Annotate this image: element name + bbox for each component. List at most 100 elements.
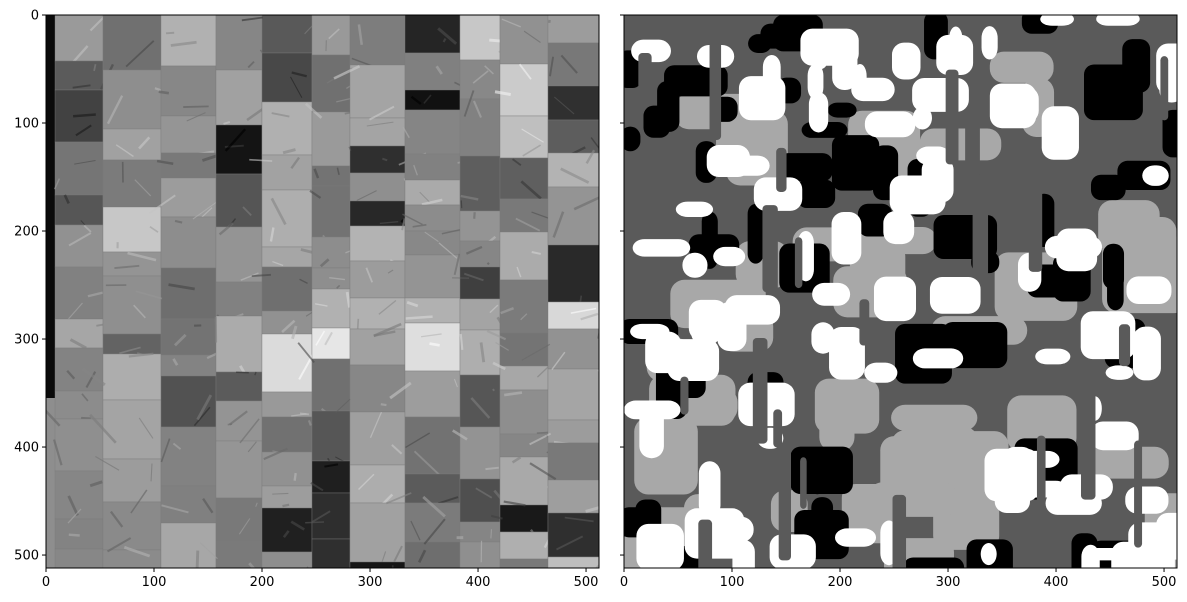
mosaic-texture-streak (315, 330, 326, 346)
mosaic-texture-streak (511, 456, 522, 464)
x-tick-label: 500 (574, 575, 599, 590)
mosaic-texture-streak (369, 411, 383, 438)
segment-region (636, 523, 684, 568)
mosaic-texture-streak (195, 550, 200, 568)
mosaic-patch (547, 42, 599, 87)
mosaic-texture-streak (336, 167, 340, 175)
segment-region (769, 534, 816, 568)
mosaic-texture-streak (127, 251, 157, 262)
mosaic-patch (349, 64, 406, 119)
segment-region (912, 106, 933, 130)
segment-region (704, 516, 754, 543)
mosaic-texture-streak (133, 304, 146, 319)
mosaic-texture-streak (328, 28, 340, 40)
mosaic-patch (311, 492, 351, 540)
mosaic-texture-streak (521, 343, 551, 361)
mosaic-texture-streak (53, 439, 63, 466)
mosaic-texture-streak (336, 97, 353, 103)
mosaic-texture-streak (272, 260, 284, 267)
mosaic-texture-streak (512, 158, 522, 167)
mosaic-texture-streak (391, 444, 403, 455)
segment-region (1162, 109, 1177, 158)
mosaic-texture-streak (93, 64, 97, 72)
mosaic-texture-streak (240, 272, 259, 281)
mosaic-patch (459, 478, 501, 523)
mosaic-patch (499, 531, 549, 560)
segment-region (632, 239, 691, 257)
mosaic-texture-streak (67, 495, 79, 516)
mosaic-texture-streak (424, 231, 439, 242)
mosaic-texture-streak (405, 315, 433, 320)
mosaic-patch (54, 390, 104, 420)
segment-region (827, 102, 857, 118)
mosaic-texture-streak (413, 164, 418, 176)
segment-region (1084, 547, 1125, 561)
mosaic-patch (404, 541, 461, 568)
segment-region (808, 92, 829, 133)
mosaic-texture-streak (324, 463, 339, 468)
mosaic-texture-streak (515, 217, 541, 232)
segment-region (1082, 446, 1169, 479)
mosaic-texture-streak (366, 121, 394, 127)
mosaic-texture-streak (490, 514, 503, 520)
mosaic-texture-streak (125, 40, 155, 68)
mosaic-texture-streak (272, 492, 289, 495)
mosaic-patch (547, 419, 599, 444)
mosaic-patch (215, 69, 263, 126)
mosaic-texture-streak (420, 333, 442, 338)
segment-region (1090, 174, 1126, 201)
segment-region (1134, 440, 1143, 548)
mosaic-patch (459, 98, 501, 157)
right-axes-frame (623, 14, 1178, 569)
mosaic-texture-streak (314, 303, 328, 307)
mosaic-texture-streak (385, 492, 412, 505)
segment-region (796, 179, 836, 208)
mosaic-patch (404, 89, 461, 111)
mosaic-texture-streak (228, 410, 248, 426)
mosaic-texture-streak (379, 221, 399, 225)
segment-region (1056, 228, 1098, 272)
segment-region (811, 322, 835, 354)
segment-region (989, 51, 1054, 83)
mosaic-texture-streak (238, 518, 251, 535)
mosaic-patch (349, 145, 406, 174)
mosaic-texture-streak (380, 403, 387, 407)
mosaic-texture-streak (518, 63, 532, 80)
mosaic-texture-streak (453, 378, 458, 388)
mosaic-patch (261, 310, 313, 335)
mosaic-texture-streak (556, 535, 584, 551)
segment-region (864, 362, 898, 383)
mosaic-texture-streak (290, 156, 301, 169)
mosaic-texture-streak (313, 168, 320, 179)
segment-region (698, 461, 721, 518)
mosaic-texture-streak (135, 290, 163, 300)
mosaic-texture-streak (138, 417, 154, 439)
mosaic-texture-streak (521, 128, 544, 143)
mosaic-patch (547, 479, 599, 514)
mosaic-texture-streak (282, 503, 290, 508)
mosaic-patch (349, 561, 406, 568)
mosaic-texture-streak (485, 466, 499, 471)
mosaic-patch (547, 85, 599, 121)
segment-region (753, 177, 803, 211)
segment-region (873, 276, 917, 322)
mosaic-patch (349, 464, 406, 504)
mosaic-patch (311, 54, 351, 113)
mosaic-patch (102, 501, 162, 551)
segment-region (912, 77, 969, 112)
segment-region (794, 237, 803, 289)
mosaic-patch (547, 186, 599, 246)
mosaic-texture-streak (282, 530, 290, 539)
segment-region (1074, 173, 1085, 211)
segment-region (945, 69, 959, 165)
mosaic-patch (311, 236, 351, 269)
x-tick-label: 200 (828, 575, 853, 590)
mosaic-texture-streak (441, 228, 463, 235)
segment-region (706, 145, 750, 177)
mosaic-texture-streak (130, 489, 148, 514)
mosaic-texture-streak (255, 502, 258, 507)
segment-region (873, 15, 889, 63)
mosaic-patch (349, 117, 406, 147)
mosaic-texture-streak (602, 459, 618, 473)
mosaic-texture-streak (560, 167, 590, 184)
